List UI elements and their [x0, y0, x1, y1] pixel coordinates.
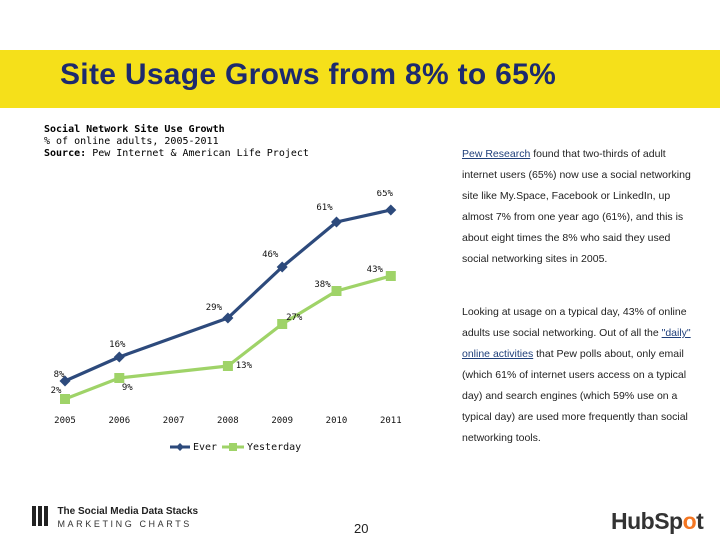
chart-subtitle: Social Network Site Use Growth: [44, 124, 225, 135]
point-yesterday-2005: [60, 394, 70, 404]
title-bar: [0, 50, 720, 108]
note-paragraph-2: Looking at usage on a typical day, 43% o…: [462, 302, 697, 449]
point-ever-2009: [276, 261, 288, 273]
chart-source-label: Source:: [44, 148, 87, 159]
chart-subtitle-units: % of online adults, 2005-2011: [44, 136, 219, 147]
marketing-charts-logo: The Social Media Data Stacks MARKETING C…: [32, 506, 198, 531]
legend-label-yesterday: Yesterday: [247, 442, 301, 453]
note-paragraph-1: Pew Research found that two-thirds of ad…: [462, 144, 697, 270]
point-ever-2008: [222, 312, 234, 324]
point-ever-2010: [331, 216, 342, 228]
data-label-ever-2009: 46%: [262, 250, 279, 260]
legend-marker-ever: [176, 443, 184, 451]
hubspot-logo-pre: HubSp: [611, 508, 683, 534]
bars-logo-icon: [32, 506, 50, 531]
pew-research-link[interactable]: Pew Research: [462, 148, 531, 160]
legend-label-ever: Ever: [193, 442, 217, 453]
point-yesterday-2010: [331, 286, 342, 296]
x-tick-label-2009: 2009: [271, 416, 293, 426]
hubspot-logo-o: o: [682, 508, 697, 534]
logo-line-2: MARKETING CHARTS: [57, 519, 192, 529]
series-line-ever: [64, 208, 392, 383]
data-label-ever-2008: 29%: [206, 303, 223, 313]
logo-line-1: The Social Media Data Stacks: [57, 506, 199, 517]
point-ever-2005: [59, 375, 71, 387]
point-yesterday-2011: [385, 271, 396, 281]
page-title: Site Usage Grows from 8% to 65%: [60, 58, 557, 91]
point-ever-2011: [385, 204, 397, 216]
chart-source-text: Pew Internet & American Life Project: [92, 148, 309, 159]
x-tick-label-2007: 2007: [163, 416, 185, 426]
hubspot-logo-post: t: [696, 508, 704, 534]
data-label-yesterday-2006: 9%: [122, 383, 133, 393]
data-label-ever-2006: 16%: [109, 340, 126, 350]
chart-source: Source: Pew Internet & American Life Pro…: [44, 148, 309, 159]
data-label-yesterday-2005: 2%: [51, 386, 62, 396]
x-tick-label-2011: 2011: [380, 416, 402, 426]
point-yesterday-2009: [277, 319, 288, 329]
x-tick-label-2005: 2005: [54, 416, 76, 426]
point-ever-2006: [113, 351, 125, 363]
point-yesterday-2006: [114, 373, 125, 383]
note-paragraph-1-text: found that two-thirds of adult internet …: [462, 148, 691, 265]
data-label-ever-2005: 8%: [54, 370, 65, 380]
data-label-yesterday-2010: 38%: [314, 280, 331, 290]
page-number: 20: [354, 521, 369, 536]
data-label-ever-2011: 65%: [377, 190, 394, 199]
hubspot-logo: HubSpot: [611, 508, 704, 535]
note-paragraph-2-text-b: that Pew polls about, only email (which …: [462, 348, 688, 444]
data-label-yesterday-2008: 13%: [236, 361, 253, 371]
x-tick-label-2006: 2006: [108, 416, 130, 426]
point-yesterday-2008: [222, 361, 233, 371]
x-tick-label-2010: 2010: [326, 416, 348, 426]
data-label-yesterday-2009: 27%: [286, 313, 303, 323]
chart-subtitle-main: Social Network Site Use Growth: [44, 124, 225, 135]
series-line-yesterday: [64, 274, 392, 401]
note-paragraph-2-text-a: Looking at usage on a typical day, 43% o…: [462, 306, 687, 339]
data-label-ever-2010: 61%: [316, 203, 333, 213]
line-chart: 2005 2006 2007 2008 2009 2010 2011 8% 16% 29% 46% 6…: [51, 190, 402, 453]
legend-marker-yesterday: [229, 443, 237, 451]
daily-activities-link[interactable]: "daily" online activities: [462, 327, 691, 360]
x-tick-label-2008: 2008: [217, 416, 239, 426]
data-label-yesterday-2011: 43%: [367, 265, 384, 275]
